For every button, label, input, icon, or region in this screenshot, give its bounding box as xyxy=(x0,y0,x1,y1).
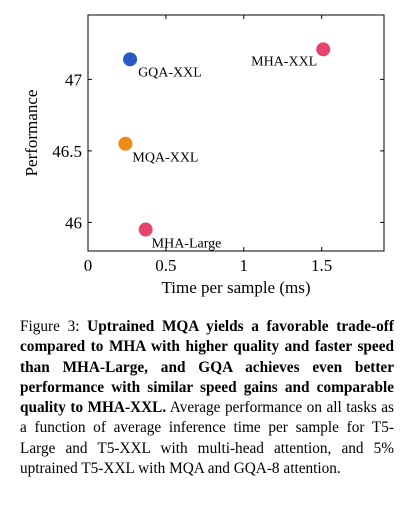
point-label: MHA-XXL xyxy=(251,54,317,69)
data-point-mqa-xxl xyxy=(118,136,133,151)
x-tick-label: 1 xyxy=(240,256,249,275)
plot-frame xyxy=(87,14,385,252)
point-label: MHA-Large xyxy=(152,237,222,252)
caption-body: Average performance on all tasks as a fu… xyxy=(20,399,394,478)
y-tick-label: 47 xyxy=(65,70,83,89)
y-tick-label: 46.5 xyxy=(52,142,82,161)
data-point-gqa-xxl xyxy=(123,52,138,67)
point-label: GQA-XXL xyxy=(138,65,202,80)
x-tick-label: 1.5 xyxy=(311,256,332,275)
x-tick-label: 0.5 xyxy=(155,256,176,275)
data-point-mha-xxl xyxy=(316,42,331,57)
data-points: GQA-XXL MHA-XXL MQA-XXL MHA-Large xyxy=(118,42,331,252)
axis-ticks: 0 0.5 1 1.5 46 46.5 47 xyxy=(52,15,384,275)
y-axis-title: Performance xyxy=(22,90,41,177)
caption-bold: Uptrained MQA yields a favorable trade-o… xyxy=(20,318,394,417)
data-point-mha-large xyxy=(138,222,153,237)
x-tick-label: 0 xyxy=(84,256,93,275)
scatter-chart: 0 0.5 1 1.5 46 46.5 47 GQA-XXL MHA-XXL MQA-XXL MH… xyxy=(22,14,385,297)
x-axis-title: Time per sample (ms) xyxy=(161,278,310,297)
caption-prefix: Figure 3: xyxy=(20,318,88,335)
point-label: MQA-XXL xyxy=(132,151,198,166)
y-tick-label: 46 xyxy=(65,213,82,232)
figure-caption: Figure 3: Uptrained MQA yields a favorab… xyxy=(20,317,394,479)
